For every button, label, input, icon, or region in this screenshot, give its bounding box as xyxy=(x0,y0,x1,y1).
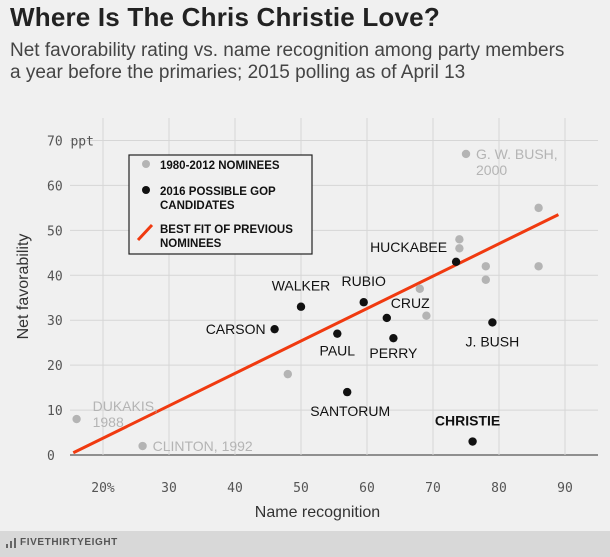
label-line: 1988 xyxy=(93,414,124,430)
candidate-label: PERRY xyxy=(369,345,418,361)
candidate-label: CARSON xyxy=(206,321,266,337)
legend-label-line: BEST FIT OF PREVIOUS xyxy=(160,224,293,236)
y-tick-label: 50 xyxy=(47,224,63,239)
x-tick-label: 60 xyxy=(359,481,375,496)
candidate-label: CHRISTIE xyxy=(435,413,500,429)
x-tick-label: 70 xyxy=(425,481,441,496)
legend: 1980-2012 NOMINEES 2016 POSSIBLE GOP CANDI… xyxy=(128,154,313,255)
y-axis-title: Net favorability xyxy=(15,234,32,340)
nominee-point xyxy=(534,203,543,213)
legend-label: 2016 POSSIBLE GOP CANDIDATES xyxy=(160,186,276,212)
nominee-point xyxy=(422,311,431,320)
candidate-label: CRUZ xyxy=(391,295,430,311)
nominee-point xyxy=(72,414,81,424)
x-tick-label: 40 xyxy=(227,481,243,496)
candidate-point xyxy=(343,387,352,397)
candidate-point xyxy=(468,437,477,446)
legend-label-line: CANDIDATES xyxy=(160,200,235,212)
legend-marker xyxy=(142,186,150,194)
candidate-point xyxy=(389,333,398,343)
nominee-point xyxy=(481,275,490,284)
nominee-label: CLINTON, 1992 xyxy=(153,438,253,454)
subtitle-line: a year before the primaries; 2015 pollin… xyxy=(10,62,466,83)
legend-label-line: 2016 POSSIBLE GOP xyxy=(160,186,276,198)
x-tick-label: 30 xyxy=(161,481,177,496)
y-tick-label: 10 xyxy=(47,404,63,419)
nominee-label: G. W. BUSH, 2000 xyxy=(476,146,558,178)
fit-line-layer xyxy=(72,213,560,455)
labels-layer: DUKAKIS, 1988 CLINTON, 1992 G. W. BUSH, 2000… xyxy=(93,146,558,454)
nominee-point xyxy=(283,369,292,379)
candidate-point xyxy=(333,329,342,338)
nominee-point xyxy=(481,262,490,271)
nominee-point xyxy=(415,284,424,293)
legend-marker xyxy=(142,160,150,168)
nominee-point xyxy=(455,235,464,244)
legend-line-marker xyxy=(136,223,154,242)
candidate-point xyxy=(359,298,368,307)
nominee-point xyxy=(455,244,464,253)
candidate-label: RUBIO xyxy=(342,273,386,289)
subtitle-line: Net favorability rating vs. name recogni… xyxy=(10,40,565,61)
footer: FIVETHIRTYEIGHT xyxy=(0,531,610,557)
label-line: 2000 xyxy=(476,162,507,178)
label-line: DUKAKIS, xyxy=(93,398,158,414)
legend-label: 1980-2012 NOMINEES xyxy=(160,160,280,172)
candidate-point xyxy=(270,324,279,334)
nominee-point xyxy=(461,149,471,159)
chart-subtitle: Net favorability rating vs. name recogni… xyxy=(10,40,605,84)
candidate-label: HUCKABEE xyxy=(370,239,447,255)
candidate-label: PAUL xyxy=(320,343,356,359)
x-tick-label: 80 xyxy=(491,481,507,496)
chart-title: Where Is The Chris Christie Love? xyxy=(10,2,440,32)
candidate-point xyxy=(382,313,391,323)
legend-label-line: NOMINEES xyxy=(160,238,222,250)
x-tick-label: 90 xyxy=(557,481,573,496)
y-tick-label: 30 xyxy=(47,314,63,329)
y-tick-label: 60 xyxy=(47,179,63,194)
candidate-point xyxy=(488,318,497,327)
y-tick-label: 20 xyxy=(47,359,63,374)
candidate-point xyxy=(296,302,306,311)
y-tick-label: 40 xyxy=(47,269,63,284)
candidate-label: J. BUSH xyxy=(466,333,520,349)
candidate-label: SANTORUM xyxy=(310,403,390,419)
legend-box xyxy=(128,154,313,255)
x-tick-label: 50 xyxy=(293,481,309,496)
label-line: G. W. BUSH, xyxy=(476,146,558,162)
y-tick-label: 0 xyxy=(47,449,55,464)
best-fit-line xyxy=(72,213,560,455)
legend-label-line: 1980-2012 NOMINEES xyxy=(160,160,280,172)
x-axis-title: Name recognition xyxy=(255,504,380,521)
candidate-point xyxy=(451,257,461,266)
legend-label: BEST FIT OF PREVIOUS NOMINEES xyxy=(160,224,293,250)
brand-name: FIVETHIRTYEIGHT xyxy=(20,537,118,548)
scatter-chart: 0 10 20 30 40 50 60 70 ppt 20% 30 40 50 60 70 80 90 Name… xyxy=(15,118,598,521)
x-tick-label: 20% xyxy=(91,481,115,496)
nominee-label: DUKAKIS, 1988 xyxy=(93,398,158,430)
candidate-label: WALKER xyxy=(272,278,331,294)
fivethirtyeight-logo-icon xyxy=(6,538,16,548)
nominee-point xyxy=(138,441,147,451)
y-tick-label: 70 ppt xyxy=(47,134,94,149)
axes: 0 10 20 30 40 50 60 70 ppt 20% 30 40 50 60 70 80 90 Name… xyxy=(15,134,573,521)
points-layer xyxy=(72,149,543,451)
nominee-point xyxy=(534,262,543,271)
